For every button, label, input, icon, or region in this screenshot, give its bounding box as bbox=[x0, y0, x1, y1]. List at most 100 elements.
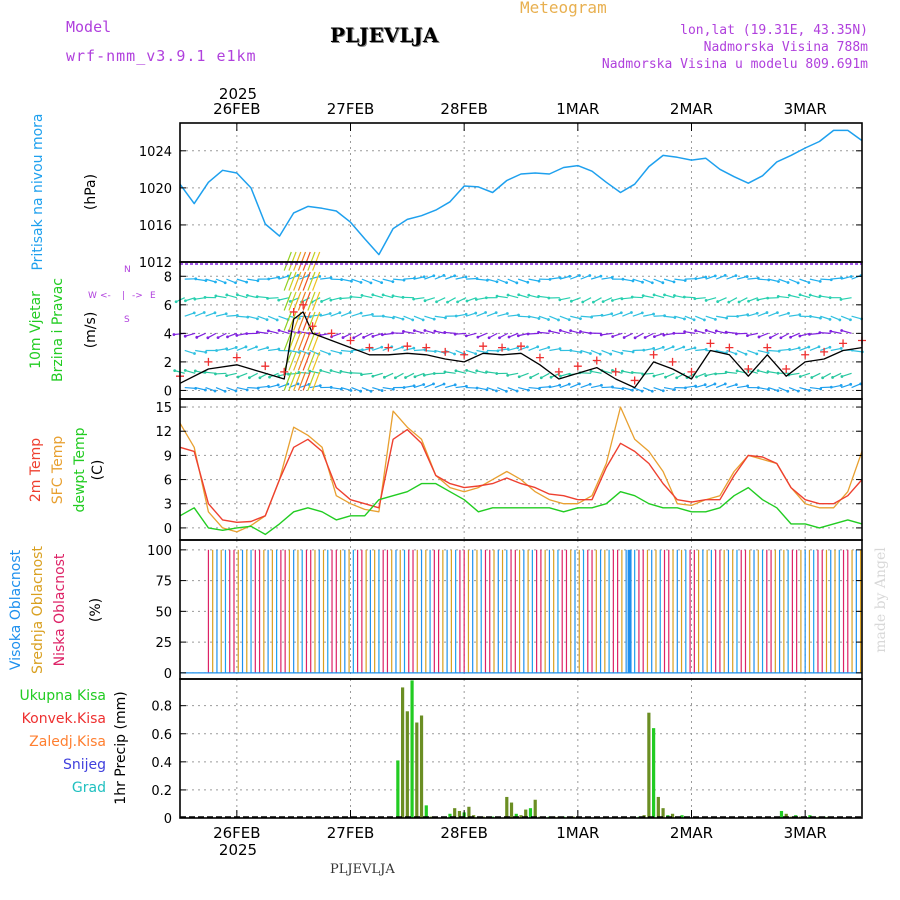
wind-vector bbox=[434, 349, 446, 354]
wind-vector bbox=[684, 296, 696, 299]
wind-vector-head bbox=[569, 329, 573, 333]
wind-vector bbox=[611, 349, 623, 354]
wind-vector bbox=[445, 349, 455, 355]
wind-vector bbox=[215, 295, 227, 299]
wind-vector bbox=[643, 347, 654, 352]
wind-vector-storm bbox=[288, 371, 297, 391]
wind-vector bbox=[372, 278, 382, 284]
wind-vector-storm bbox=[297, 371, 307, 391]
wind-vector bbox=[757, 386, 769, 391]
wind-vector-head bbox=[369, 389, 373, 393]
x-tick-label-bottom: 28FEB bbox=[440, 824, 487, 842]
wind-vector bbox=[593, 297, 602, 303]
wind-vector-head bbox=[675, 376, 679, 380]
wind-vector-head bbox=[664, 375, 667, 379]
precip-bar bbox=[400, 687, 405, 818]
wind-vector bbox=[788, 314, 800, 317]
wind-vector bbox=[236, 386, 248, 391]
wind-vector bbox=[778, 387, 788, 392]
precip-bar bbox=[784, 813, 788, 818]
wind-vector-storm bbox=[288, 291, 297, 311]
wind-vector bbox=[560, 372, 571, 377]
wind-vector-head bbox=[328, 352, 331, 356]
wind-vector-head bbox=[266, 346, 269, 350]
wind-vector-head bbox=[214, 280, 217, 284]
wind-vector bbox=[768, 312, 778, 317]
wind-vector-head bbox=[589, 352, 592, 355]
wind-vector bbox=[351, 312, 362, 317]
wind-gust-marker bbox=[611, 367, 620, 376]
wind-vector-head bbox=[704, 329, 708, 332]
signature-label: made by Angel bbox=[873, 547, 889, 653]
wind-vector bbox=[549, 348, 561, 352]
wind-vector-head bbox=[193, 369, 197, 373]
wind-vector-head bbox=[704, 275, 708, 279]
wind-vector bbox=[612, 297, 623, 302]
wind-vector-head bbox=[203, 388, 207, 392]
wind-vector bbox=[499, 332, 509, 339]
wind-vector-head bbox=[734, 274, 738, 278]
wind-vector-head bbox=[339, 351, 343, 355]
precip-bar bbox=[656, 796, 660, 818]
wind-vector bbox=[799, 278, 810, 284]
model-label: Model bbox=[66, 18, 112, 36]
wind-vector-head bbox=[776, 389, 780, 393]
wind-vector bbox=[559, 297, 571, 301]
wind-vector bbox=[695, 348, 707, 352]
wind-gust-marker bbox=[839, 339, 848, 348]
wind-vector-head bbox=[413, 375, 417, 379]
wind-vector-head bbox=[494, 311, 498, 315]
precip-bar bbox=[419, 715, 424, 818]
wind-vector-head bbox=[297, 371, 301, 374]
wind-vector-storm bbox=[293, 371, 302, 391]
wind-vector bbox=[372, 294, 383, 299]
wind-gust-marker bbox=[498, 343, 507, 352]
wind-vector bbox=[288, 349, 300, 354]
wind-vector bbox=[382, 278, 394, 283]
wind-vector-head bbox=[453, 383, 457, 387]
wind-vector bbox=[382, 386, 394, 390]
wind-vector-head bbox=[248, 376, 251, 380]
wind-vector-head bbox=[765, 311, 769, 314]
wind-vector bbox=[590, 275, 602, 280]
wind-vector-head bbox=[640, 389, 644, 393]
compass-west: W bbox=[88, 291, 97, 301]
wind-vector bbox=[278, 315, 289, 321]
wind-vector-head bbox=[401, 295, 405, 299]
wind-vector bbox=[372, 332, 383, 337]
wind-vector bbox=[414, 372, 425, 378]
wind-vector bbox=[194, 311, 205, 317]
wind-vector bbox=[528, 278, 540, 282]
wind-vector-head bbox=[485, 370, 488, 374]
precip-bar bbox=[453, 808, 457, 818]
wind-vector-head bbox=[588, 274, 592, 277]
wind-vector bbox=[455, 313, 467, 317]
wind-vector bbox=[340, 349, 352, 353]
wind-vector bbox=[309, 385, 321, 389]
wind-vector-head bbox=[442, 382, 446, 386]
wind-vector-head bbox=[380, 345, 384, 349]
wind-vector bbox=[331, 332, 342, 338]
wind-vector-head bbox=[391, 294, 395, 298]
wind-vector bbox=[684, 385, 696, 389]
wind-vector-head bbox=[362, 335, 365, 339]
wind-vector bbox=[653, 278, 664, 284]
wind-vector bbox=[809, 332, 821, 335]
wind-vector bbox=[445, 384, 456, 389]
wind-vector-head bbox=[839, 347, 843, 350]
wind-vector bbox=[695, 315, 705, 321]
wind-vector-head bbox=[244, 345, 248, 349]
wind-vector-head bbox=[796, 281, 800, 285]
wind-vector bbox=[705, 275, 716, 280]
wind-vector-head bbox=[536, 345, 540, 349]
wind-vector bbox=[706, 329, 717, 334]
wind-vector-head bbox=[849, 318, 852, 322]
x-tick-label-bottom: 26FEB bbox=[213, 824, 260, 842]
wind-vector-storm bbox=[312, 271, 321, 291]
wind-vector bbox=[508, 332, 519, 338]
wind-vector bbox=[268, 330, 279, 334]
wind-vector-head bbox=[204, 350, 208, 354]
wind-vector bbox=[820, 346, 831, 352]
wind-vector-storm bbox=[307, 371, 316, 391]
wind-vector-head bbox=[506, 293, 510, 297]
